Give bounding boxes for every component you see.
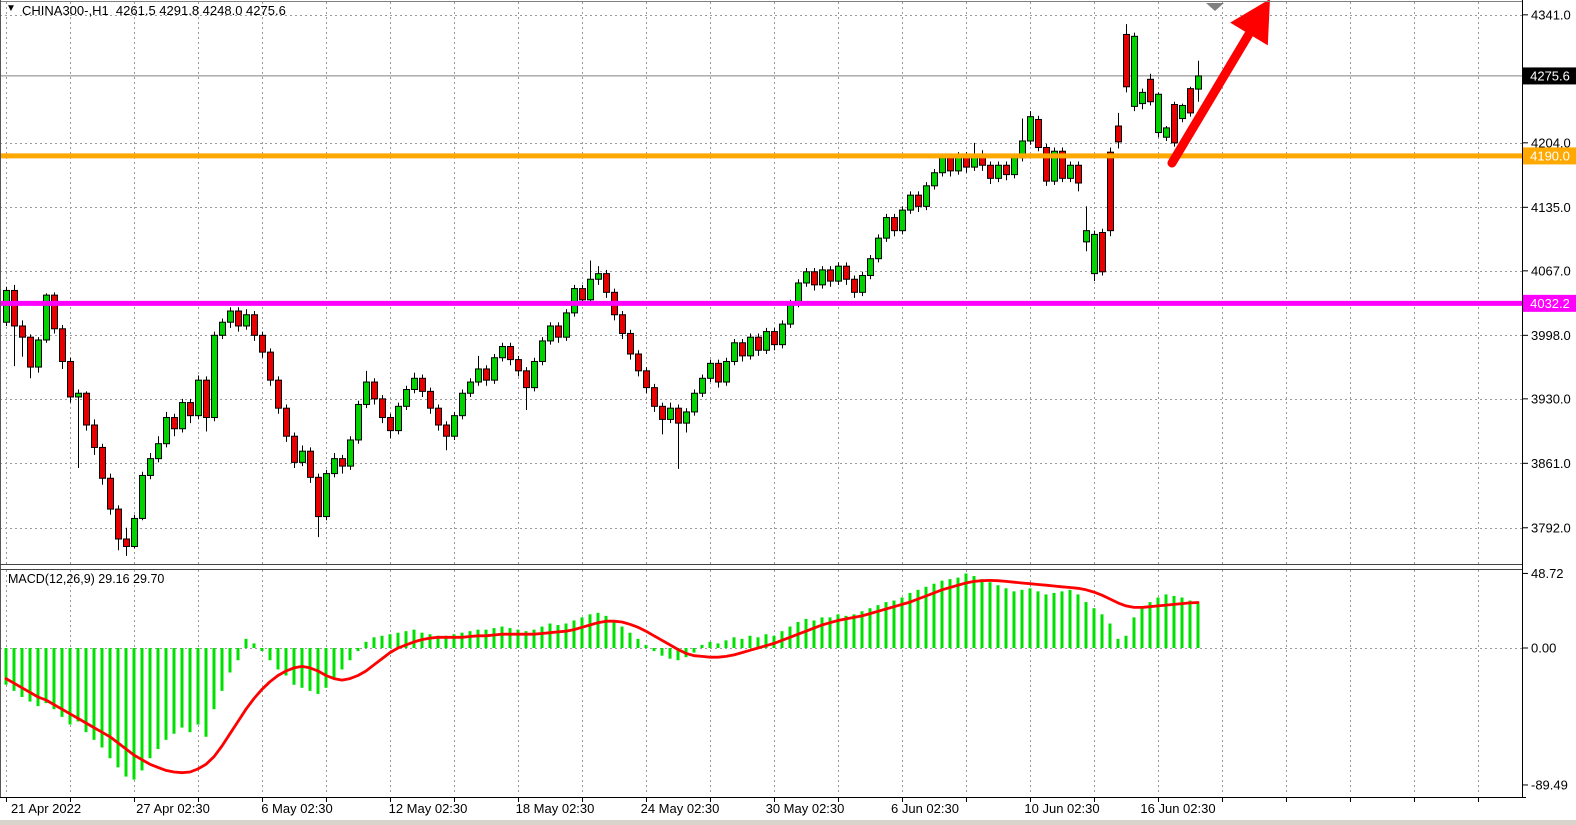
window-bottom-strip xyxy=(0,820,1576,825)
macd-histogram xyxy=(4,573,1200,780)
svg-text:4190.0: 4190.0 xyxy=(1530,148,1570,163)
svg-text:48.72: 48.72 xyxy=(1531,566,1564,581)
chart-title-ohlc: CHINA300-,H1 4261.5 4291.8 4248.0 4275.6 xyxy=(22,3,286,18)
svg-text:0.00: 0.00 xyxy=(1531,641,1556,656)
svg-text:21 Apr 2022: 21 Apr 2022 xyxy=(11,801,81,816)
current-bar-marker xyxy=(1206,3,1224,11)
svg-text:18 May 02:30: 18 May 02:30 xyxy=(516,801,595,816)
svg-text:3998.0: 3998.0 xyxy=(1531,328,1571,343)
svg-text:24 May 02:30: 24 May 02:30 xyxy=(641,801,720,816)
svg-text:3930.0: 3930.0 xyxy=(1531,391,1571,406)
time-axis-labels[interactable]: 21 Apr 2022 27 Apr 02:30 6 May 02:30 12 May… xyxy=(6,798,1479,816)
svg-text:16 Jun 02:30: 16 Jun 02:30 xyxy=(1140,801,1215,816)
svg-text:3861.0: 3861.0 xyxy=(1531,456,1571,471)
svg-text:30 May 02:30: 30 May 02:30 xyxy=(766,801,845,816)
svg-text:27 Apr 02:30: 27 Apr 02:30 xyxy=(136,801,210,816)
price-axis-labels[interactable]: 4341.0 4204.0 4135.0 4067.0 3998.0 3930.0 3861… xyxy=(1522,7,1571,792)
svg-text:10 Jun 02:30: 10 Jun 02:30 xyxy=(1024,801,1099,816)
svg-text:4135.0: 4135.0 xyxy=(1531,200,1571,215)
svg-text:4204.0: 4204.0 xyxy=(1531,135,1571,150)
svg-text:4067.0: 4067.0 xyxy=(1531,263,1571,278)
grid xyxy=(0,2,1522,795)
svg-text:4275.6: 4275.6 xyxy=(1530,68,1570,83)
macd-indicator-label: MACD(12,26,9) 29.16 29.70 xyxy=(8,572,165,586)
svg-text:-89.49: -89.49 xyxy=(1531,777,1568,792)
svg-text:4341.0: 4341.0 xyxy=(1531,7,1571,22)
svg-text:12 May 02:30: 12 May 02:30 xyxy=(389,801,468,816)
svg-text:6 Jun 02:30: 6 Jun 02:30 xyxy=(891,801,959,816)
trend-arrow xyxy=(1167,0,1270,168)
svg-text:3792.0: 3792.0 xyxy=(1531,520,1571,535)
candles xyxy=(3,24,1202,556)
svg-text:4032.2: 4032.2 xyxy=(1530,296,1570,311)
svg-text:6 May 02:30: 6 May 02:30 xyxy=(261,801,333,816)
macd-signal-line xyxy=(4,579,1200,775)
symbol-dropdown-icon[interactable]: ▼ xyxy=(6,3,16,14)
